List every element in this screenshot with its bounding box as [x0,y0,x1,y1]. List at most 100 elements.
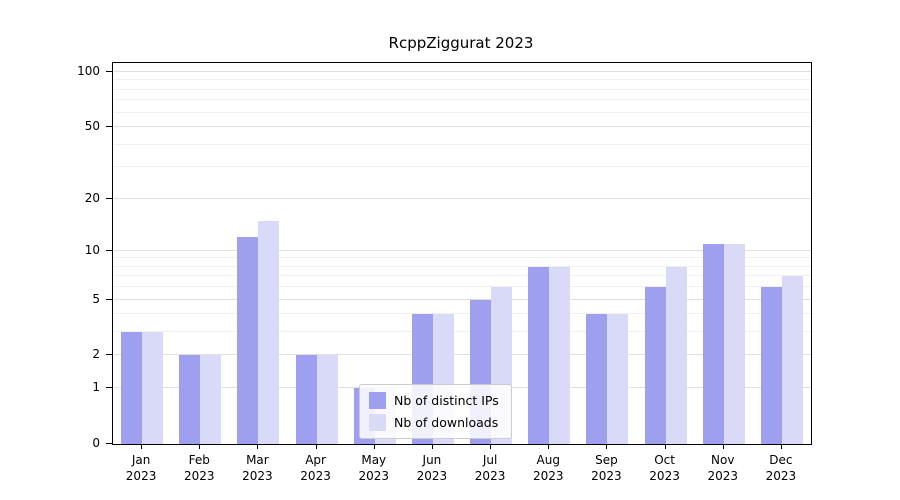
y-axis-tick-mark [106,387,112,389]
y-axis-tick-mark [106,71,112,73]
x-axis-month-label: Sep [595,453,618,467]
legend-item: Nb of downloads [369,414,499,431]
x-axis-tick-label: Feb 2023 [169,452,229,484]
x-axis-tick-label: Sep 2023 [576,452,636,484]
y-axis-tick-mark [106,298,112,300]
x-axis-month-label: Oct [654,453,675,467]
x-axis-tick-label: Jul 2023 [460,452,520,484]
y-axis-tick-label: 20 [84,190,100,205]
x-axis-tick-label: Apr 2023 [286,452,346,484]
bar-apr-distinct-ips [295,355,317,444]
y-axis-tick-mark [106,197,112,199]
major-gridline [113,71,811,73]
bar-sep-distinct-ips [586,314,608,444]
x-axis-tick-label: Jun 2023 [402,452,462,484]
x-axis-tick-mark [490,444,492,449]
y-axis-tick-label: 50 [84,119,100,134]
x-axis-tick-mark [141,444,143,449]
x-axis-year-label: 2023 [474,469,506,483]
y-axis-tick-mark [106,249,112,251]
x-axis-month-label: May [361,453,387,467]
legend-label: Nb of distinct IPs [394,393,499,408]
bar-nov-distinct-ips [702,243,724,444]
x-axis-month-label: Feb [188,453,210,467]
x-axis-year-label: 2023 [532,469,564,483]
minor-gridline [113,99,811,101]
legend-item: Nb of distinct IPs [369,392,499,409]
legend-label: Nb of downloads [394,415,499,430]
y-axis-tick-label: 1 [92,380,100,395]
bar-dec-distinct-ips [760,287,782,444]
x-axis-year-label: 2023 [649,469,680,483]
x-axis-tick-label: Dec 2023 [751,452,811,484]
bar-oct-downloads [665,266,687,444]
major-gridline [113,126,811,128]
bar-aug-distinct-ips [528,266,550,444]
y-axis-tick-label: 10 [84,242,100,257]
x-axis-month-label: Aug [536,453,560,467]
x-axis-tick-mark [722,444,724,449]
x-axis-tick-label: Aug 2023 [518,452,578,484]
y-axis-tick-label: 100 [77,64,100,79]
x-axis-year-label: 2023 [125,469,157,483]
bar-sep-downloads [607,314,629,444]
x-axis-year-label: 2023 [183,469,215,483]
x-axis-month-label: Jan [131,453,151,467]
minor-gridline [113,88,811,90]
bar-nov-downloads [723,243,745,444]
bar-apr-downloads [316,355,338,444]
x-axis-tick-mark [315,444,317,449]
y-axis-tick-label: 5 [92,291,100,306]
x-axis-year-label: 2023 [242,469,273,483]
bar-dec-downloads [781,276,803,444]
legend: Nb of distinct IPs Nb of downloads [359,384,512,439]
y-axis-tick-mark [106,126,112,128]
x-axis-year-label: 2023 [300,469,331,483]
x-axis-month-label: Dec [769,453,793,467]
x-axis-year-label: 2023 [358,469,390,483]
x-axis-year-label: 2023 [591,469,622,483]
bar-jan-downloads [142,332,164,444]
x-axis-tick-mark [780,444,782,449]
x-axis-month-label: Jun [422,453,442,467]
x-axis-month-label: Mar [246,453,269,467]
legend-swatch [369,414,386,431]
x-axis-year-label: 2023 [416,469,448,483]
bar-oct-distinct-ips [644,287,666,444]
y-axis-tick-label: 2 [92,347,100,362]
x-axis-month-label: Jul [482,453,498,467]
bar-aug-downloads [549,266,571,444]
x-axis-tick-mark [664,444,666,449]
x-axis-tick-mark [257,444,259,449]
x-axis-tick-label: Mar 2023 [227,452,287,484]
x-axis-month-label: Apr [305,453,326,467]
plot-area: Nb of distinct IPs Nb of downloads [112,62,812,445]
y-axis-tick-label: 0 [92,436,100,450]
x-axis-tick-label: Oct 2023 [635,452,695,484]
bar-feb-distinct-ips [179,355,201,444]
bar-jan-distinct-ips [121,332,143,444]
minor-gridline [113,79,811,81]
major-gridline [113,197,811,199]
y-axis-tick-mark [106,354,112,356]
chart-title: RcppZiggurat 2023 [388,34,534,52]
x-axis-year-label: 2023 [707,469,739,483]
bar-feb-downloads [200,355,222,444]
bar-mar-downloads [258,220,280,444]
y-axis-tick-mark [106,443,112,444]
legend-swatch [369,392,386,409]
minor-gridline [113,143,811,145]
minor-gridline [113,166,811,168]
x-axis-tick-mark [431,444,433,449]
x-axis-tick-mark [373,444,375,449]
x-axis-month-label: Nov [711,453,735,467]
bar-mar-distinct-ips [237,237,259,444]
x-axis-tick-label: May 2023 [344,452,404,484]
x-axis-tick-label: Jan 2023 [111,452,171,484]
x-axis-tick-mark [606,444,608,449]
x-axis-year-label: 2023 [765,469,797,483]
x-axis-tick-mark [199,444,201,449]
x-axis-tick-mark [548,444,550,449]
x-axis-tick-label: Nov 2023 [693,452,753,484]
